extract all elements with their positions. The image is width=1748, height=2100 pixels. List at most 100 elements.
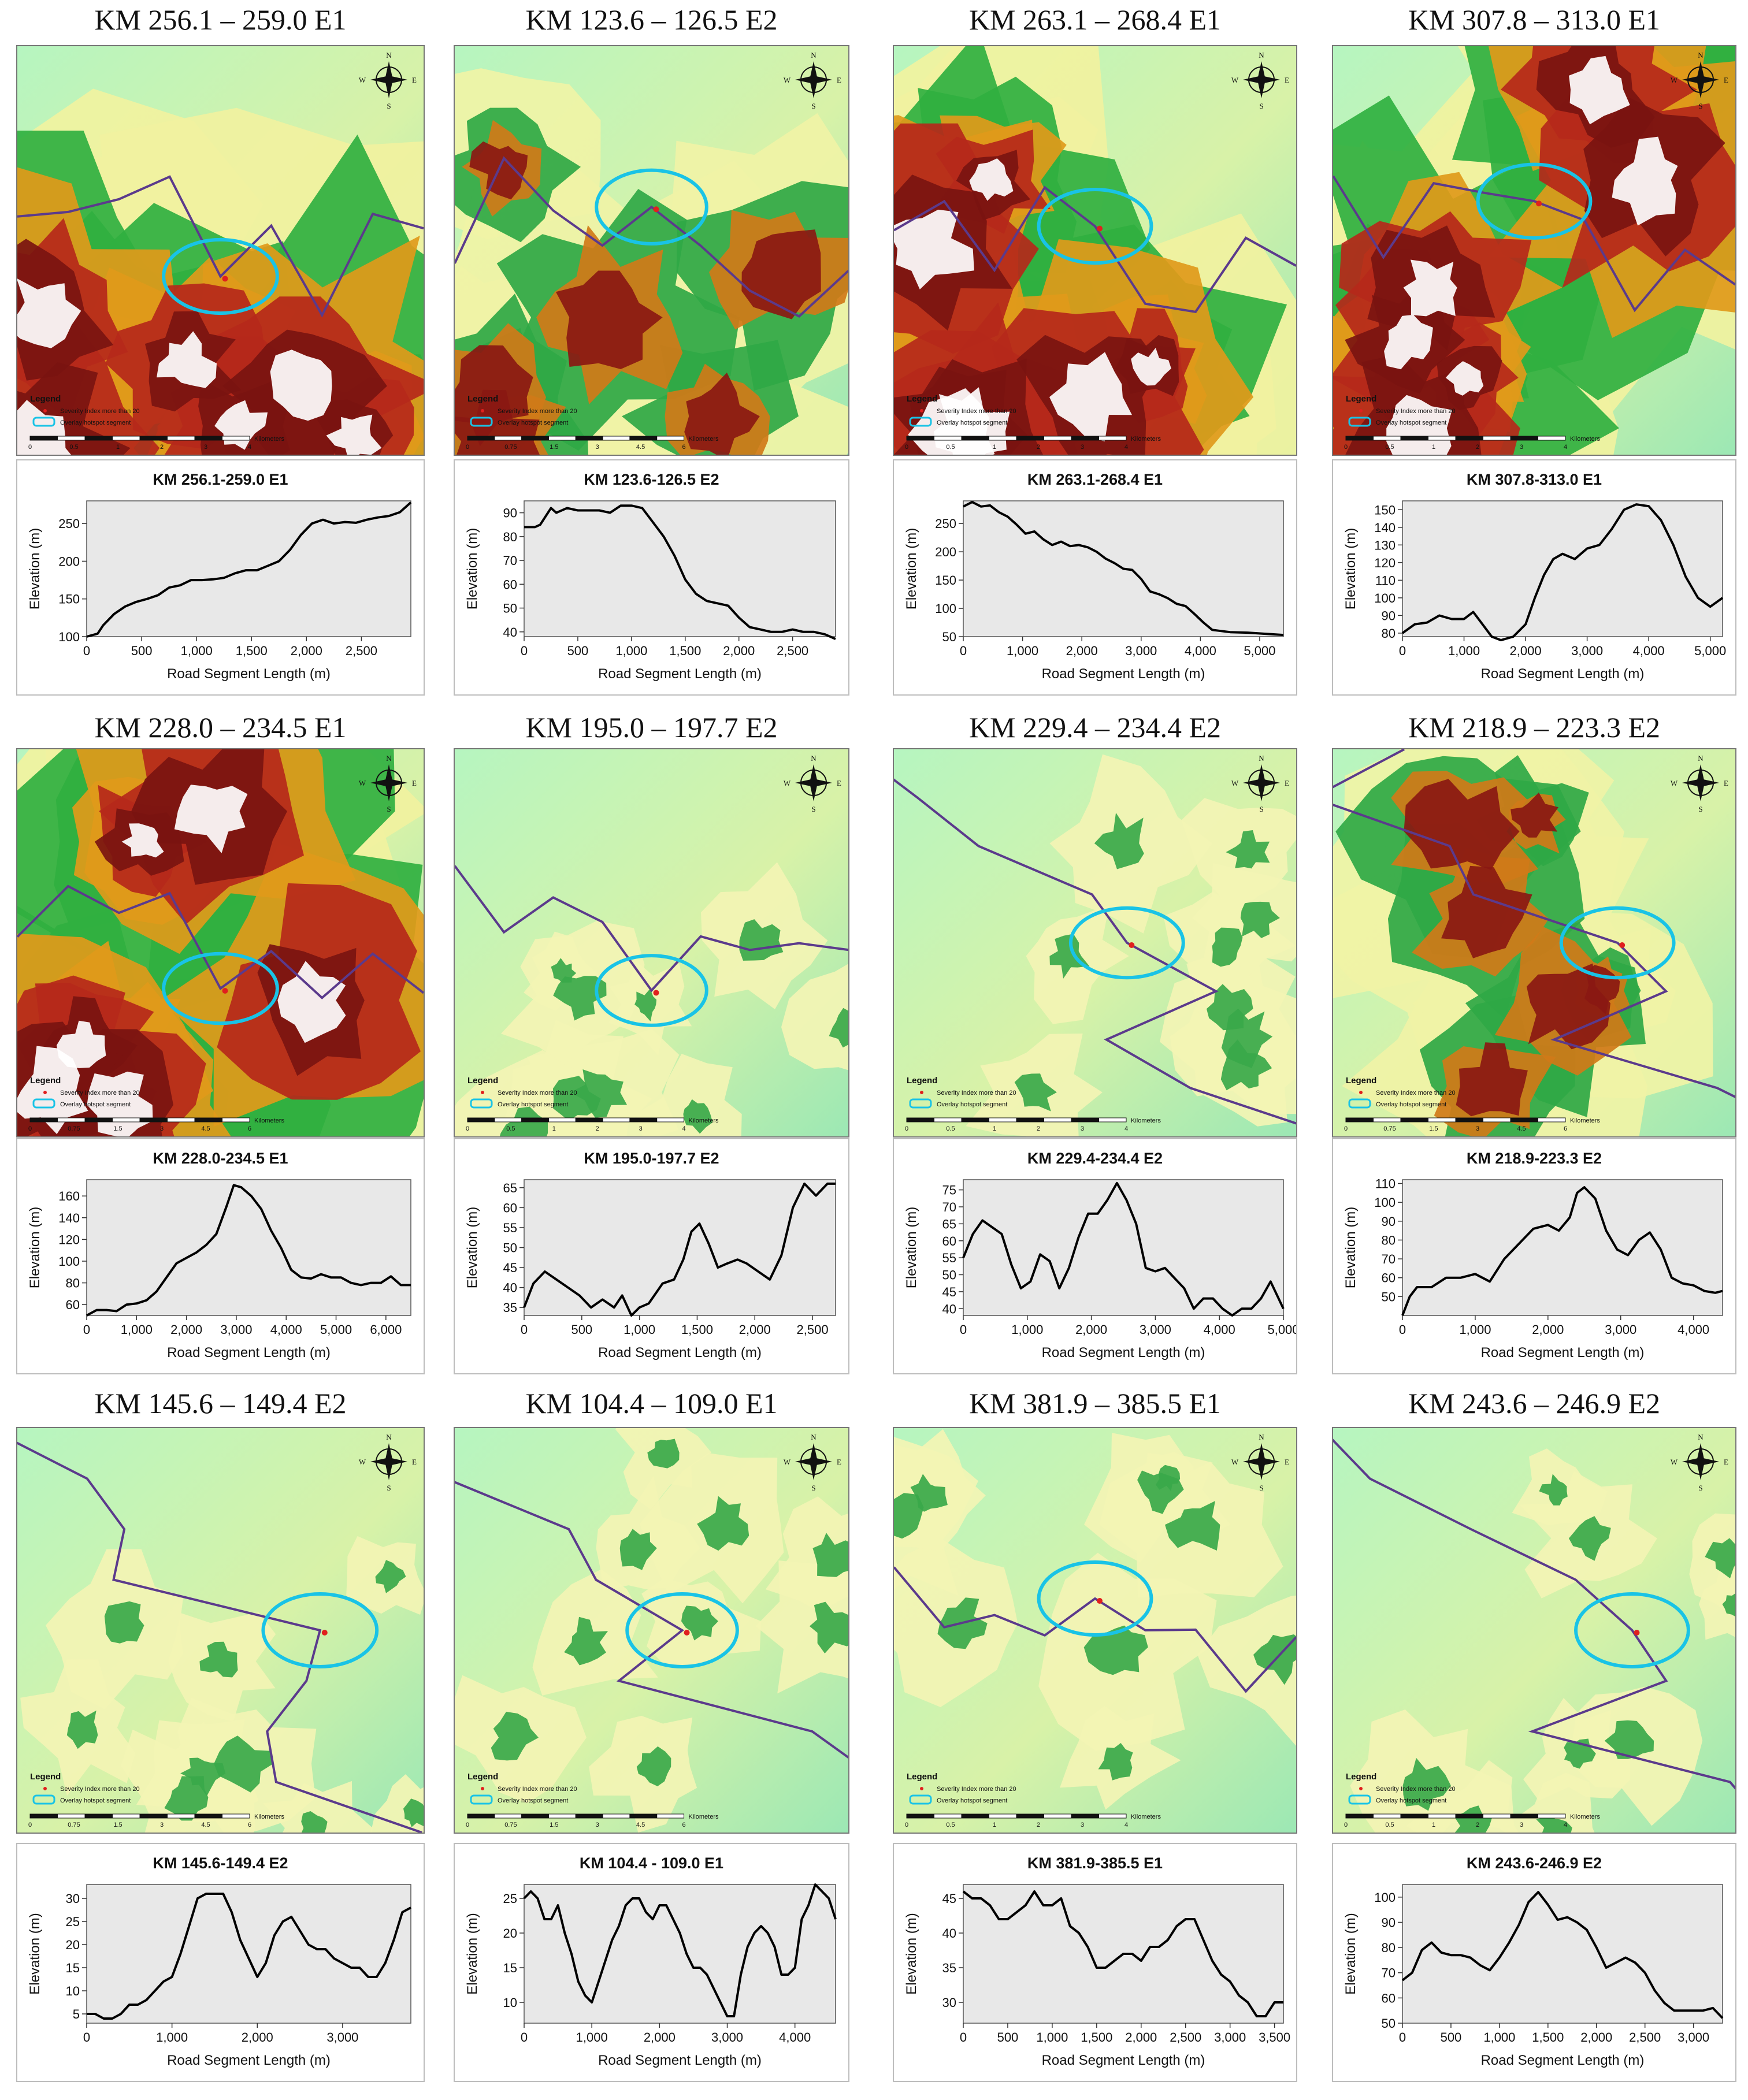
terrain-patch [570,1069,628,1118]
terrain-patch [809,1601,848,1653]
terrain-patch [174,785,248,853]
compass-w-label: W [359,76,366,84]
severity-point [653,206,659,213]
legend-point-label: Severity Index more than 20 [498,1090,577,1097]
legend-point-label: Severity Index more than 20 [1376,408,1456,415]
scale-tick-label: 3 [1476,1125,1479,1132]
scale-bar-segment [494,1813,522,1819]
panel-heading: KM 243.6 – 246.9 E2 [1408,1387,1661,1419]
hotspot-segment-outline [1559,906,1676,980]
scale-bar-segment [906,1117,934,1123]
elevation-series-line [963,501,1284,637]
terrain-patch [1689,1513,1735,1618]
y-tick-label: 80 [66,1276,80,1291]
legend-title: Legend [907,1076,937,1086]
scale-bar-segment [1510,436,1538,441]
y-tick-label: 65 [503,1181,517,1195]
terrain-patch [1526,963,1610,1050]
y-tick-label: 150 [58,592,80,607]
legend-point-icon [920,1787,923,1790]
scale-bar-segment [906,436,934,441]
x-tick-label: 0 [521,644,528,658]
compass-n-label: N [811,51,817,60]
elevation-chart: KM 263.1-268.4 E1 50 100 150 200 250 0 1,000 2,0… [893,459,1297,696]
scale-bar-segment [1016,436,1044,441]
scale-bar-segment [494,436,522,441]
x-tick-label: 1,000 [1036,2030,1068,2045]
x-tick-label: 1,000 [1011,1322,1043,1337]
scale-tick-label: 4.5 [636,1822,645,1828]
scale-tick-label: 6 [1564,1125,1567,1132]
plot-area [1402,1884,1723,2024]
legend-point-icon [481,409,484,412]
terrain-patch [1536,1816,1572,1833]
scale-bar-segment [906,1813,934,1819]
legend-point-icon [1359,409,1363,412]
elevation-chart-svg: KM 307.8-313.0 E1 80 90 100 110 120 130 140 150 0… [1343,471,1726,682]
scale-tick-label: 0.5 [946,444,955,451]
scale-bar-segment [989,1117,1017,1123]
terrain-patch [1456,1042,1528,1117]
elevation-chart-svg: KM 263.1-268.4 E1 50 100 150 200 250 0 1,000 2,0… [904,471,1284,682]
legend-title: Legend [467,1772,498,1782]
compass-e-label: E [412,779,417,787]
scale-bar-segment [84,1813,113,1819]
scale-bar-segment [167,1813,195,1819]
panel-5: KM 228.0 – 234.5 E1 N S E W Legend Severity In… [16,711,425,1374]
panel-heading: KM 218.9 – 223.3 E2 [1408,711,1661,744]
legend-segment-label: Overlay hotspot segment [498,1797,568,1804]
hotspot-segment-outline [1574,1592,1690,1668]
scale-tick-label: 1.5 [550,444,558,451]
terrain-patch [104,1601,144,1644]
y-tick-label: 200 [58,554,80,568]
y-tick-label: 55 [942,1251,956,1265]
legend-title: Legend [30,1772,61,1782]
scale-bar-segment [575,436,603,441]
terrain-patch [684,372,760,455]
scale-unit-label: Kilometers [1570,1813,1600,1820]
scale-tick-label: 3 [1081,444,1084,451]
x-tick-label: 0 [960,644,967,658]
scale-bar-segment [222,1813,250,1819]
x-tick-label: 3,000 [326,2030,358,2045]
y-tick-label: 50 [1382,2016,1396,2031]
chart-title: KM 229.4-234.4 E2 [1027,1150,1163,1167]
terrain-patch [326,414,382,455]
legend-title: Legend [1346,394,1376,404]
x-tick-label: 2,000 [1125,2030,1157,2045]
y-tick-label: 130 [1374,538,1396,552]
hotspot-segment-outline [162,951,279,1025]
elevation-chart-svg: KM 145.6-149.4 E2 5 10 15 20 25 30 0 1,000 2,000 3… [27,1854,411,2068]
terrain-patch [781,964,848,1071]
y-tick-label: 90 [503,506,517,521]
scale-tick-label: 0 [905,1822,908,1828]
scale-bar-segment [1044,436,1072,441]
x-tick-label: 5,000 [1267,1322,1296,1337]
x-tick-label: 1,500 [236,644,268,658]
terrain-patch [555,270,663,369]
x-tick-label: 1,000 [1483,2030,1515,2045]
scale-bar-segment [961,1813,989,1819]
compass-e-label: E [1724,1458,1728,1466]
x-tick-label: 5,000 [1694,644,1726,658]
compass-icon: N S E W [784,754,841,813]
legend-point-label: Severity Index more than 20 [60,1090,140,1097]
scale-tick-label: 6 [682,1822,685,1828]
compass-w-label: W [1231,1458,1239,1466]
chart-title: KM 228.0-234.5 E1 [153,1150,288,1167]
scale-bar-segment [494,1117,522,1123]
road-line [894,1566,1296,1693]
elevation-series-line [1401,1891,1724,2019]
scale-bar-segment [84,1117,113,1123]
y-tick-label: 250 [58,516,80,531]
scale-tick-label: 2 [1037,444,1040,451]
compass-icon: N S E W [784,51,841,110]
terrain-patch [1049,934,1090,979]
x-tick-label: 0 [521,2030,528,2045]
scale-bar-segment [1428,436,1456,441]
scale-bar-segment [1455,436,1483,441]
